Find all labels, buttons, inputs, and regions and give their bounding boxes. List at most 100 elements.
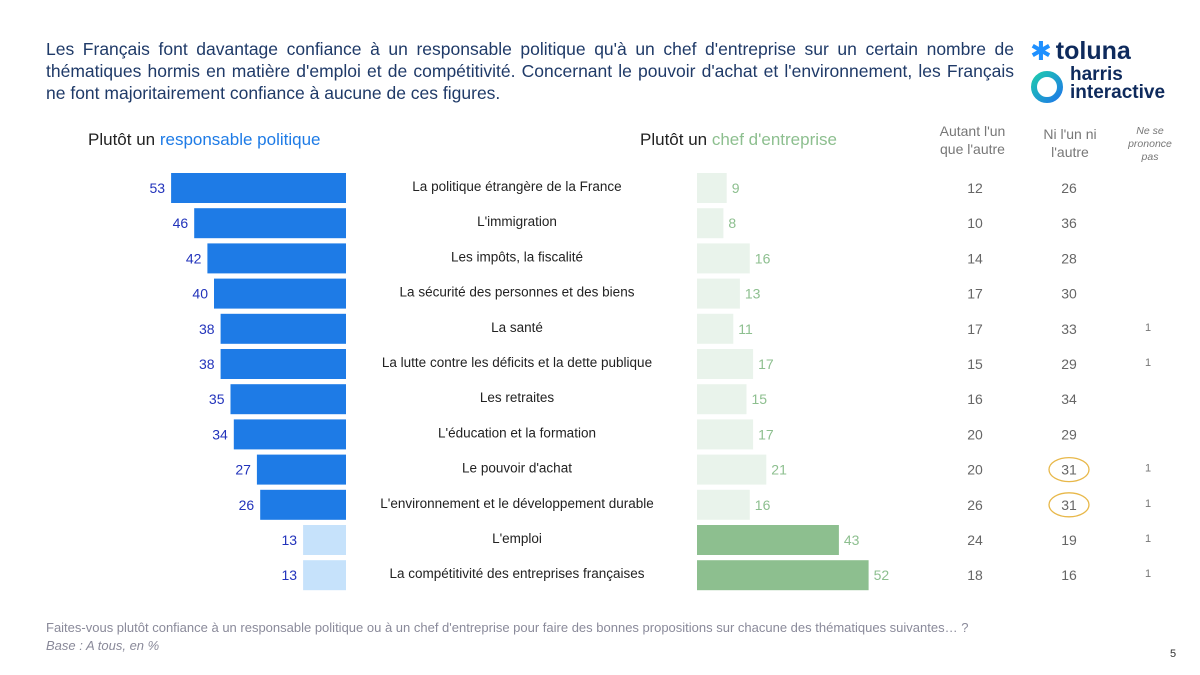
- harris-interactive-text: harris interactive: [1070, 64, 1166, 103]
- header-ni: Ni l'un ni l'autre: [1025, 125, 1115, 161]
- bar-entreprise: [697, 419, 754, 450]
- bar-entreprise: [697, 349, 754, 379]
- label-politique: 38: [199, 321, 215, 337]
- category-label: La sécurité des personnes et des biens: [400, 285, 635, 300]
- bar-entreprise: [697, 208, 724, 239]
- category-label: La politique étrangère de la France: [412, 179, 621, 194]
- header-nsp-line1: Ne se: [1136, 125, 1164, 137]
- label-entreprise: 17: [758, 356, 774, 372]
- harris-line1: harris: [1070, 64, 1123, 85]
- bar-entreprise: [697, 243, 750, 274]
- header-entreprise: Plutôt un chef d'entreprise: [640, 130, 837, 150]
- label-entreprise: 16: [755, 497, 771, 513]
- page-title: Les Français font davantage confiance à …: [46, 39, 1014, 103]
- label-politique: 27: [235, 462, 251, 478]
- bar-entreprise: [697, 313, 734, 344]
- value-nsp: 1: [1145, 568, 1151, 580]
- toluna-wordmark: ✱ toluna: [1030, 38, 1131, 64]
- toluna-asterisk-icon: ✱: [1030, 36, 1052, 66]
- value-nsp: 1: [1145, 463, 1151, 475]
- value-autant: 17: [967, 286, 983, 302]
- value-autant: 12: [967, 180, 983, 196]
- label-politique: 26: [239, 497, 255, 513]
- label-entreprise: 16: [755, 250, 771, 266]
- bar-entreprise: [697, 489, 750, 520]
- label-politique: 13: [282, 567, 298, 583]
- label-politique: 53: [150, 180, 166, 196]
- value-autant: 20: [967, 426, 983, 442]
- bar-politique: [303, 525, 346, 555]
- label-politique: 34: [212, 426, 228, 442]
- value-autant: 20: [967, 462, 983, 478]
- header-nsp-line3: pas: [1141, 151, 1159, 163]
- highlight-circle: [1048, 492, 1090, 518]
- bar-politique: [194, 208, 346, 239]
- bar-politique: [214, 278, 346, 309]
- value-autant: 24: [967, 532, 983, 548]
- category-label: L'immigration: [477, 214, 557, 229]
- header-autant-line2: que l'autre: [940, 141, 1005, 157]
- category-label: L'éducation et la formation: [438, 425, 596, 440]
- label-entreprise: 15: [752, 391, 768, 407]
- bar-politique: [207, 243, 346, 274]
- value-ni: 29: [1061, 426, 1077, 442]
- value-ni: 16: [1061, 567, 1077, 583]
- value-nsp: 1: [1145, 357, 1151, 369]
- bar-entreprise: [697, 278, 740, 309]
- category-label: L'environnement et le développement dura…: [380, 496, 654, 511]
- label-entreprise: 17: [758, 426, 774, 442]
- category-label: La compétitivité des entreprises françai…: [389, 566, 644, 581]
- value-autant: 15: [967, 356, 983, 372]
- bar-entreprise: [697, 525, 839, 555]
- value-autant: 17: [967, 321, 983, 337]
- label-politique: 46: [173, 215, 189, 231]
- harris-ring-icon: [1031, 71, 1063, 103]
- label-politique: 40: [192, 286, 208, 302]
- value-ni: 33: [1061, 321, 1077, 337]
- label-entreprise: 43: [844, 532, 860, 548]
- label-entreprise: 8: [728, 215, 736, 231]
- value-ni: 30: [1061, 286, 1077, 302]
- label-politique: 35: [209, 391, 225, 407]
- category-label: La lutte contre les déficits et la dette…: [382, 355, 652, 370]
- label-politique: 38: [199, 356, 215, 372]
- bar-politique: [303, 560, 346, 591]
- value-ni: 36: [1061, 215, 1077, 231]
- bar-entreprise: [697, 454, 767, 485]
- page-number: 5: [1170, 648, 1177, 660]
- value-ni: 31: [1061, 462, 1077, 478]
- bar-politique: [260, 489, 346, 520]
- value-ni: 19: [1061, 532, 1077, 548]
- bar-politique: [171, 173, 346, 203]
- category-label: La santé: [491, 320, 543, 335]
- value-ni: 31: [1061, 497, 1077, 513]
- value-nsp: 1: [1145, 498, 1151, 510]
- bar-politique: [220, 349, 346, 379]
- label-entreprise: 13: [745, 286, 761, 302]
- footer-question: Faites-vous plutôt confiance à un respon…: [46, 620, 969, 635]
- header-entreprise-prefix: Plutôt un: [640, 130, 712, 149]
- label-entreprise: 21: [771, 462, 787, 478]
- bar-politique: [256, 454, 346, 485]
- toluna-harris-logo: ✱ toluna harris interactive: [1030, 38, 1185, 108]
- label-entreprise: 9: [732, 180, 740, 196]
- value-autant: 16: [967, 391, 983, 407]
- value-nsp: 1: [1145, 322, 1151, 334]
- label-entreprise: 52: [874, 567, 890, 583]
- header-autant: Autant l'un que l'autre: [925, 122, 1020, 158]
- bar-politique: [220, 313, 346, 344]
- category-label: Les retraites: [480, 390, 555, 405]
- value-autant: 14: [967, 250, 983, 266]
- header-entreprise-highlight: chef d'entreprise: [711, 130, 837, 149]
- header-ni-line1: Ni l'un ni: [1043, 126, 1097, 142]
- bar-entreprise: [697, 384, 747, 415]
- value-autant: 10: [967, 215, 983, 231]
- category-label: Les impôts, la fiscalité: [451, 249, 583, 264]
- bar-entreprise: [697, 560, 869, 591]
- header-politique-highlight: responsable politique: [159, 130, 321, 149]
- highlight-circle: [1048, 456, 1090, 483]
- label-politique: 13: [282, 532, 298, 548]
- label-politique: 42: [186, 250, 202, 266]
- harris-line2: interactive: [1070, 82, 1166, 103]
